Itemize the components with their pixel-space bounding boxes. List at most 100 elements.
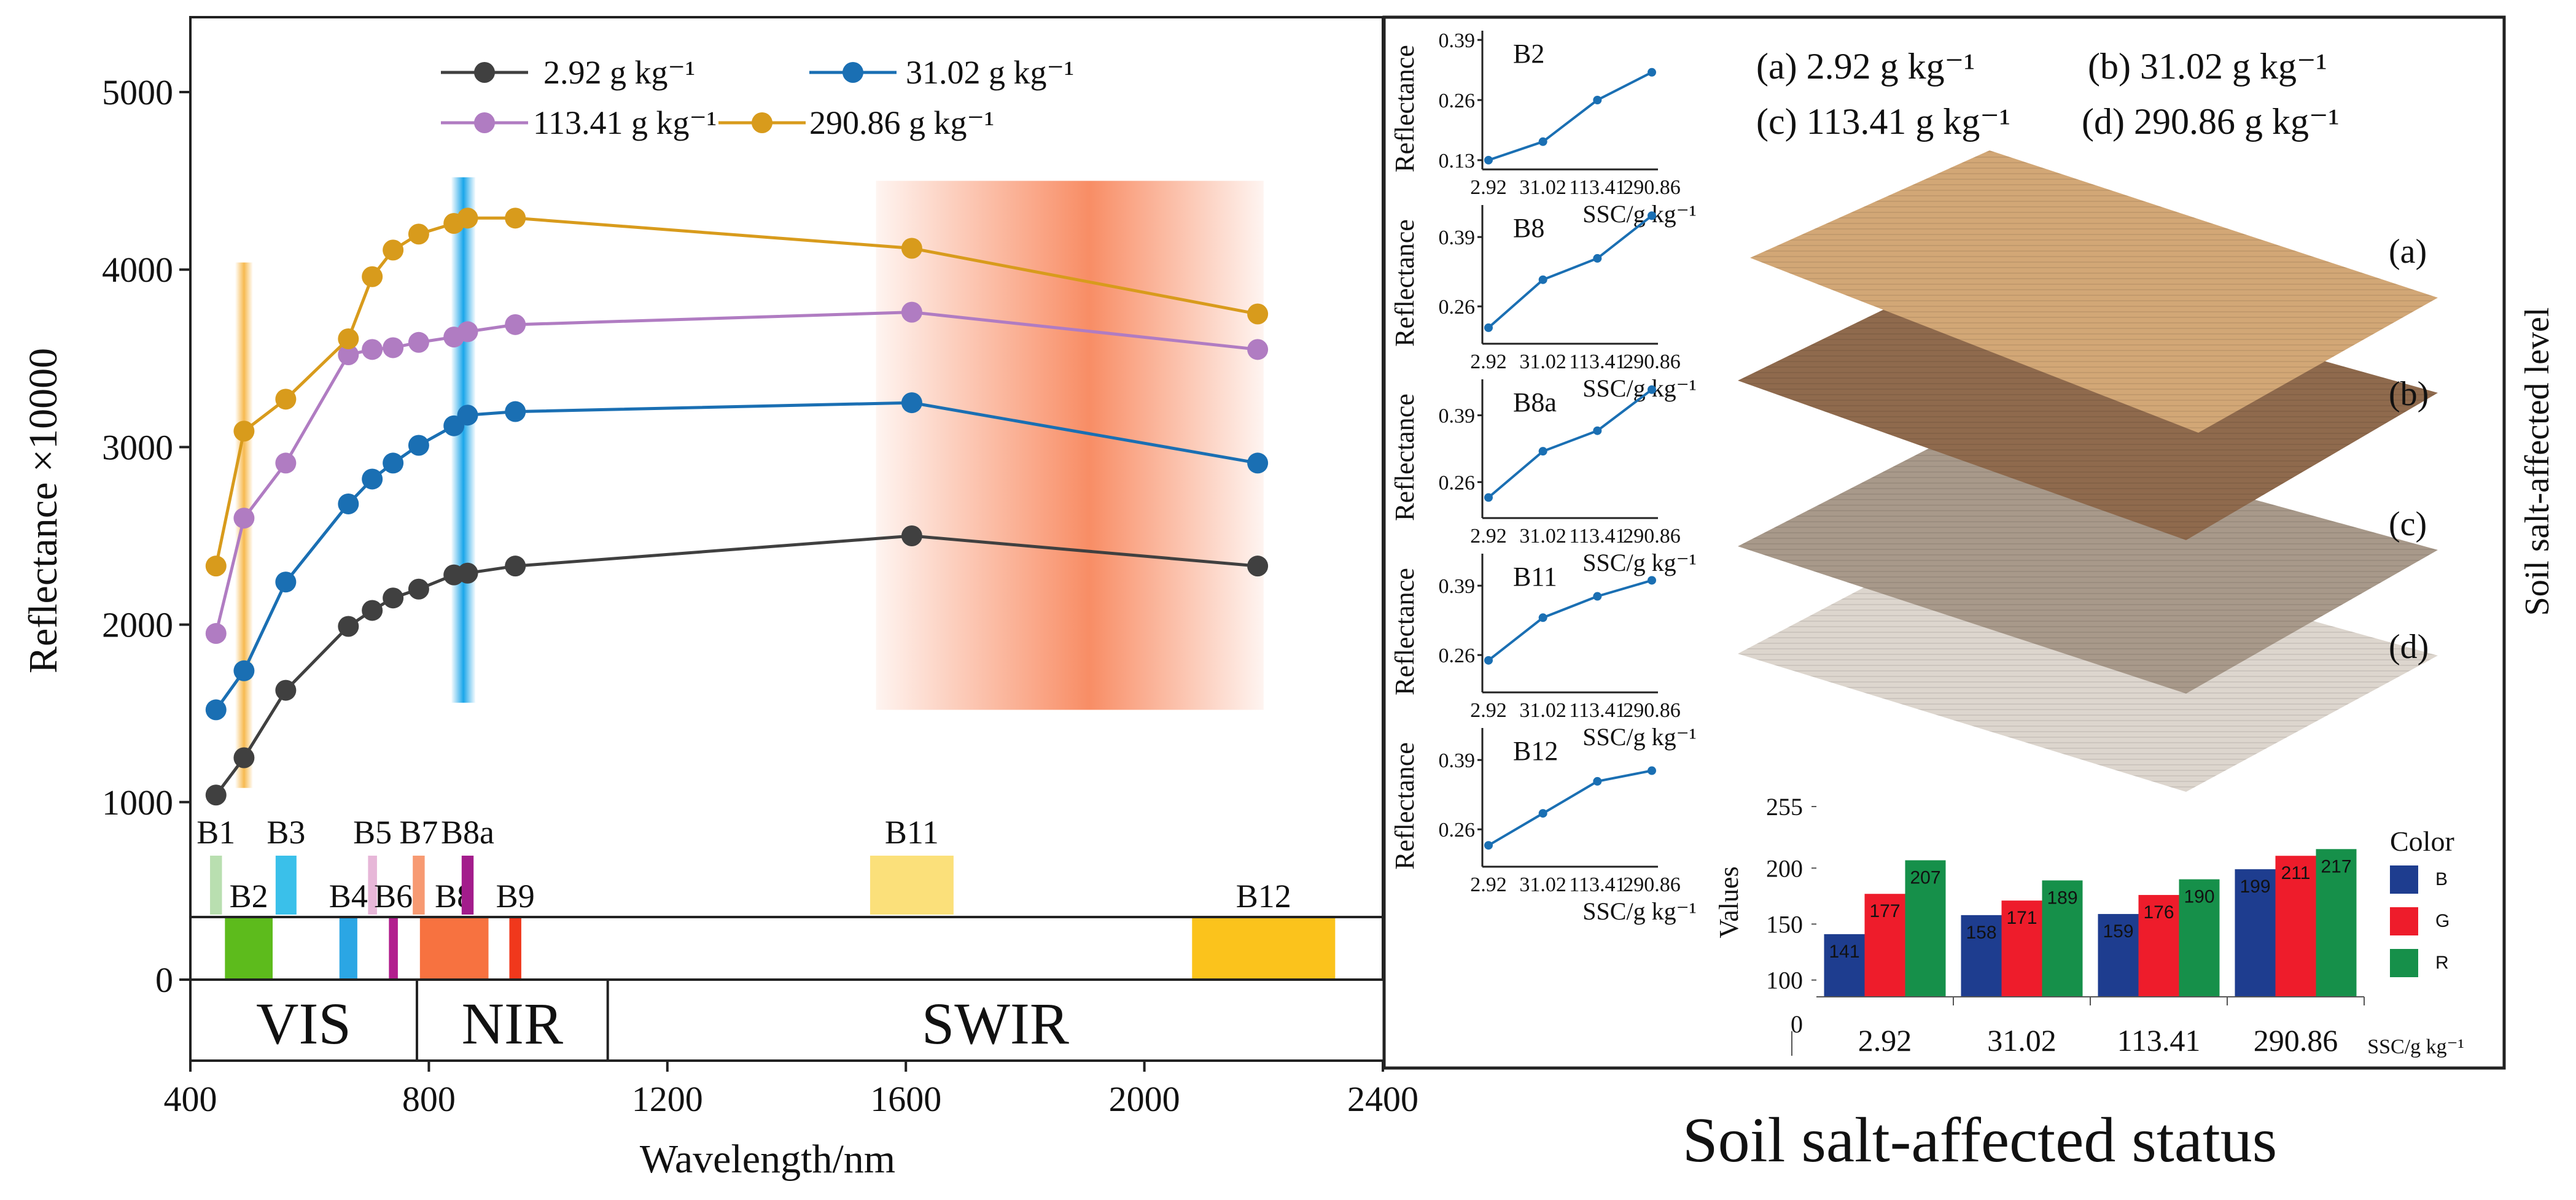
inset-x-tick-label: 2.92 (1470, 176, 1507, 199)
bar-legend-key-b (2390, 865, 2418, 894)
inset-point (1484, 656, 1493, 665)
spectral-regions: VIS NIR SWIR (256, 980, 1069, 1061)
inset-x-title: SSC/g kg⁻¹ (1582, 723, 1696, 751)
series-4-point (408, 223, 429, 245)
y-tick-label: 1000 (102, 783, 173, 823)
x-axis-ticks: 400 800 1200 1600 2000 2400 (164, 1061, 1418, 1119)
inset-x-title: SSC/g kg⁻¹ (1582, 897, 1696, 925)
series-1-point (383, 587, 404, 609)
y-tick-label: 5000 (102, 72, 173, 112)
inset-point (1484, 323, 1493, 332)
inset-line (1487, 579, 1652, 662)
highlight-band-3 (876, 180, 1264, 710)
bar-value-label: 217 (2321, 856, 2351, 877)
series-3-point (457, 321, 478, 343)
legend-label-3: 113.41 g kg⁻¹ (533, 104, 717, 141)
inset-x-tick-label: 113.41 (1569, 699, 1625, 722)
main-legend: 2.92 g kg⁻¹ 31.02 g kg⁻¹ 113.41 g kg⁻¹ 2… (441, 54, 1074, 141)
bar-value-label: 176 (2143, 902, 2174, 923)
series-4-point (233, 420, 255, 442)
band-b1-rect (210, 856, 222, 915)
inset-band-title: B8 (1513, 213, 1544, 243)
y-tick-label: 0 (155, 960, 173, 1000)
bar-x-tick-label: 113.41 (2117, 1023, 2201, 1058)
bar-b-113.41 (2098, 914, 2139, 997)
inset-x-tick-label: 113.41 (1569, 525, 1625, 548)
band-label-b2: B2 (230, 878, 268, 915)
inset-point (1484, 493, 1493, 502)
inset-point (1538, 613, 1547, 622)
inset-y-tick-label: 0.26 (1439, 90, 1476, 112)
series-line-3 (214, 311, 1258, 634)
series-1-point (205, 784, 227, 806)
series-2-point (901, 392, 922, 414)
legend-marker-4 (752, 112, 772, 133)
layer-label-c: (c) (2389, 505, 2427, 543)
series-1-point (1247, 555, 1269, 577)
inset-point (1484, 841, 1493, 850)
bar-y-tick-label: 200 (1766, 854, 1803, 882)
bar-legend-title: Color (2390, 826, 2454, 857)
series-line-1 (214, 534, 1258, 796)
bar-y-tick-label: 100 (1766, 967, 1803, 994)
legend-label-1: 2.92 g kg⁻¹ (543, 54, 695, 91)
bar-g-2.92 (1864, 894, 1905, 997)
band-b6-rect (389, 918, 398, 980)
inset-x-tick-label: 31.02 (1519, 176, 1566, 199)
series-1-point (457, 562, 478, 584)
bar-legend-key-g (2390, 907, 2418, 935)
bar-value-label: 141 (1829, 942, 1859, 962)
bar-b-31.02 (1961, 915, 2002, 997)
bar-y-title: Values (1714, 866, 1744, 938)
series-2-point (505, 401, 526, 422)
band-b8-rect (419, 918, 489, 980)
bar-y-tick-label: 150 (1766, 910, 1803, 938)
y-tick-label: 2000 (102, 605, 173, 645)
band-label-b3: B3 (267, 814, 305, 851)
bar-x-tick-label: 31.02 (1987, 1023, 2057, 1058)
series-1-point (505, 555, 526, 577)
legend-marker-3 (474, 112, 495, 133)
series-2-point (362, 468, 383, 490)
series-2-point (408, 435, 429, 456)
inset-x-title: SSC/g kg⁻¹ (1582, 549, 1696, 576)
band-label-b8a: B8a (441, 814, 494, 851)
band-b4-rect (339, 918, 357, 980)
inset-point (1538, 809, 1547, 818)
series-1-point (362, 600, 383, 621)
y-axis-title: Reflectance ×10000 (21, 348, 66, 673)
inset-point (1648, 68, 1656, 77)
inset-point (1538, 137, 1547, 146)
highlight-bands (235, 177, 1264, 788)
series-4-point (505, 207, 526, 229)
legend-marker-2 (842, 62, 863, 83)
samples-legend: (a) 2.92 g kg⁻¹ (b) 31.02 g kg⁻¹ (c) 113… (1756, 46, 2340, 142)
bar-r-113.41 (2179, 879, 2220, 997)
band-b7-rect (413, 856, 425, 915)
series-2-point (1247, 452, 1269, 474)
inset-y-title: Reflectance (1390, 45, 1420, 172)
inset-x-tick-label: 290.86 (1623, 350, 1681, 373)
inset-y-tick-label: 0.39 (1439, 29, 1476, 52)
sample-legend-a: (a) 2.92 g kg⁻¹ (1756, 46, 1975, 87)
inset-point (1593, 776, 1602, 786)
inset-x-tick-label: 290.86 (1623, 873, 1681, 896)
series-1-point (233, 747, 255, 768)
band-b5-rect (368, 856, 377, 915)
region-label-vis: VIS (256, 991, 351, 1056)
band-b11-rect (870, 856, 954, 915)
main-spectral-chart: 0 1000 2000 3000 4000 5000 2.92 g kg⁻¹ 31.02 … (21, 16, 1418, 1182)
band-label-b12: B12 (1236, 878, 1291, 915)
x-tick-label: 1200 (632, 1079, 703, 1119)
series-3-point (383, 337, 404, 358)
inset-x-tick-label: 2.92 (1470, 525, 1507, 548)
inset-band-title: B8a (1513, 387, 1557, 417)
bar-value-label: 190 (2184, 887, 2214, 907)
inset-band-title: B12 (1513, 736, 1558, 766)
inset-point (1593, 254, 1602, 263)
inset-x-tick-label: 2.92 (1470, 873, 1507, 896)
highlight-band-2 (451, 177, 476, 703)
